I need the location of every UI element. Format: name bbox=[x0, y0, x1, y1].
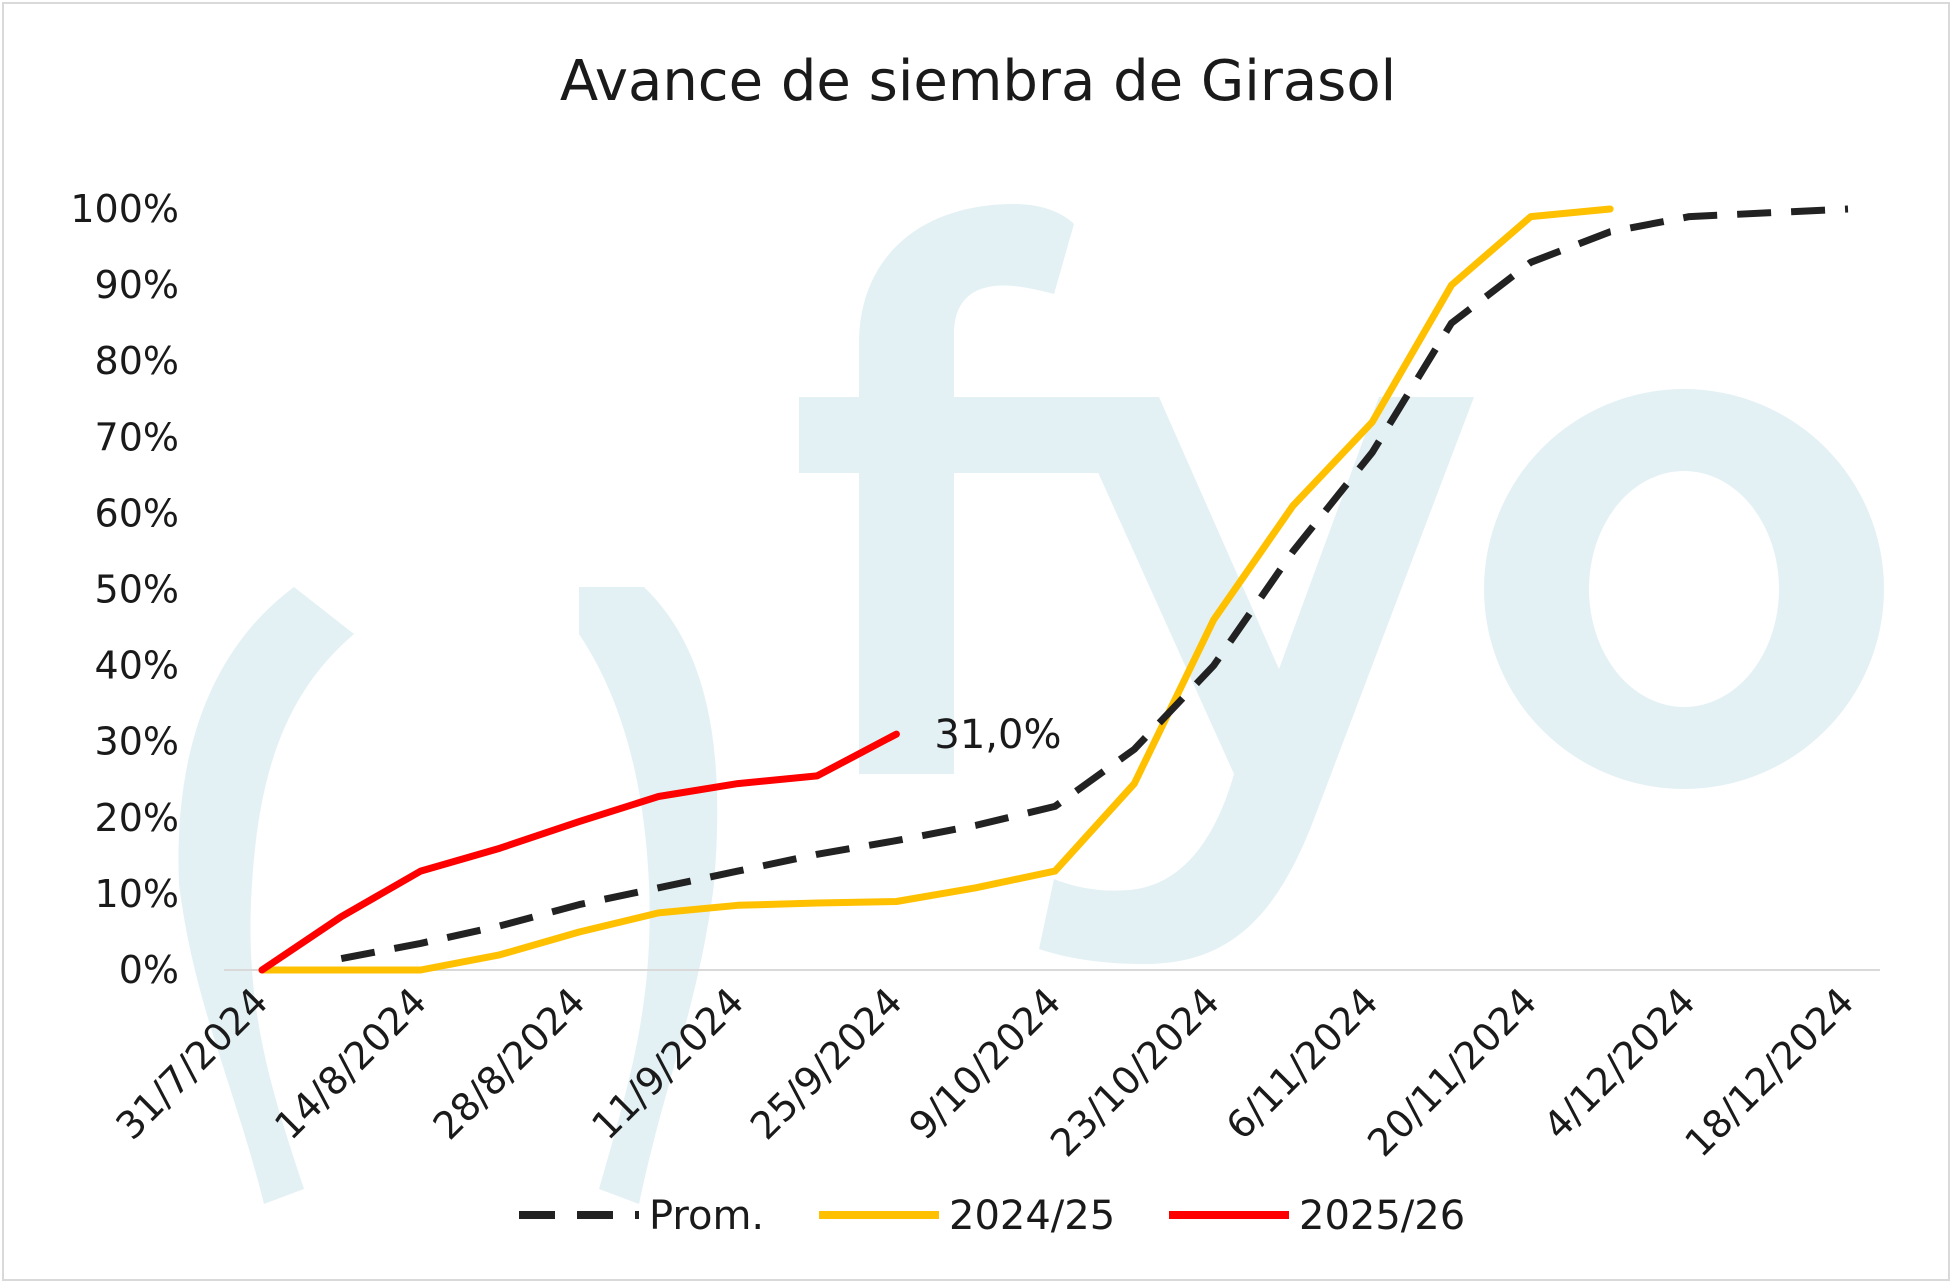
y-tick-label: 100% bbox=[70, 187, 179, 231]
x-tick-label: 6/11/2024 bbox=[1218, 979, 1387, 1148]
x-tick-label: 23/10/2024 bbox=[1042, 979, 1228, 1165]
series-layer bbox=[258, 205, 1849, 974]
y-axis: 0% 10% 20% 30% 40% 50% 60% 70% 80% 90% 100% bbox=[70, 187, 179, 992]
y-tick-label: 40% bbox=[95, 644, 179, 688]
legend-label: 2024/25 bbox=[949, 1193, 1115, 1239]
y-tick-label: 30% bbox=[95, 720, 179, 764]
y-tick-label: 10% bbox=[95, 872, 179, 916]
y-tick-label: 20% bbox=[95, 796, 179, 840]
y-tick-label: 90% bbox=[95, 263, 179, 307]
x-tick-label: 25/9/2024 bbox=[742, 979, 911, 1148]
series-line-2025-26 bbox=[258, 730, 900, 974]
legend-label: Prom. bbox=[649, 1193, 764, 1239]
legend-label: 2025/26 bbox=[1299, 1193, 1465, 1239]
chart-title: Avance de siembra de Girasol bbox=[560, 49, 1396, 114]
x-axis: 31/7/202414/8/202428/8/202411/9/202425/9… bbox=[107, 979, 1862, 1165]
y-tick-label: 0% bbox=[119, 948, 179, 992]
y-tick-label: 70% bbox=[95, 415, 179, 459]
line-chart: Avance de siembra de Girasol 0% 10% 20% 30%… bbox=[70, 49, 1884, 1239]
x-tick-label: 9/10/2024 bbox=[900, 979, 1069, 1148]
y-tick-label: 80% bbox=[95, 339, 179, 383]
data-label-last-value: 31,0% bbox=[934, 712, 1061, 758]
y-tick-label: 50% bbox=[95, 568, 179, 612]
fyo-watermark-logo bbox=[178, 204, 1884, 1204]
x-tick-label: 18/12/2024 bbox=[1676, 979, 1862, 1165]
y-tick-label: 60% bbox=[95, 491, 179, 535]
legend: Prom. 2024/25 2025/26 bbox=[519, 1193, 1465, 1239]
series-line-2024-25 bbox=[258, 205, 1614, 974]
x-tick-label: 14/8/2024 bbox=[266, 979, 435, 1148]
x-tick-label: 4/12/2024 bbox=[1535, 979, 1704, 1148]
x-tick-label: 28/8/2024 bbox=[425, 979, 594, 1148]
x-tick-label: 20/11/2024 bbox=[1359, 979, 1545, 1165]
series-line-prom- bbox=[340, 205, 1849, 963]
annotation-layer: 31,0% bbox=[934, 712, 1061, 758]
